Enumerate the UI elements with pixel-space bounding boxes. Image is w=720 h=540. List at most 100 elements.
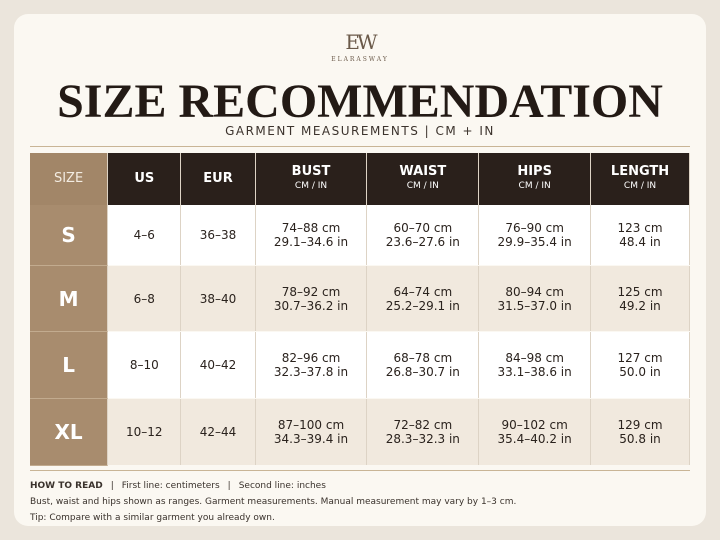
separator: |: [110, 481, 114, 491]
cell-line: 28.3–32.3 in: [385, 432, 460, 446]
cell-line: 64–74 cm: [393, 284, 453, 299]
cell-line: 84–98 cm: [505, 351, 564, 365]
table-cell: 84–98 cm 33.1–38.6 in: [479, 332, 592, 398]
column-unit: CM / IN: [623, 181, 657, 191]
table-cell: 125 cm 49.2 in: [591, 266, 690, 331]
size-table: SIZE US EUR BUST CM / IN WAIST CM / IN HIPS CM /…: [30, 153, 690, 466]
cell-line: 30.7–36.2 in: [273, 298, 349, 313]
table-row: L 8–10 40–42 82–96 cm 32.3–37.8 in 68–78 cm 26…: [30, 332, 690, 399]
table-cell: 72–82 cm 28.3–32.3 in: [367, 399, 480, 465]
subtitle: GARMENT MEASUREMENTS | CM + IN: [225, 124, 495, 138]
cell-line: 127 cm: [617, 351, 663, 365]
table-cell: 78–92 cm 30.7–36.2 in: [255, 266, 368, 331]
cell-value: XL: [54, 420, 83, 444]
how-to-read: HOW TO READ | First line: centimeters | Seco…: [30, 478, 516, 494]
table-cell: 90–102 cm 35.4–40.2 in: [479, 399, 592, 465]
cell-line: 25.2–29.1 in: [385, 298, 460, 313]
table-cell: 42–44: [181, 399, 256, 465]
cell-line: 29.1–34.6 in: [273, 235, 349, 249]
table-cell: 87–100 cm 34.3–39.4 in: [255, 399, 368, 465]
cell-line: 33.1–38.6 in: [497, 365, 572, 379]
header-cell: US: [108, 153, 182, 205]
cell-value: 42–44: [199, 425, 237, 439]
cell-value: M: [58, 286, 79, 311]
table-cell: 82–96 cm 32.3–37.8 in: [255, 332, 368, 398]
cell-line: 60–70 cm: [393, 221, 453, 235]
table-cell: 40–42: [181, 332, 256, 398]
cell-line: 68–78 cm: [393, 351, 453, 365]
cell-line: 31.5–37.0 in: [497, 298, 572, 313]
column-label: EUR: [203, 171, 233, 186]
cell-line: 72–82 cm: [393, 418, 453, 432]
cell-line: 76–90 cm: [505, 221, 564, 235]
table-row: XL 10–12 42–44 87–100 cm 34.3–39.4 in 72–82 c…: [30, 399, 690, 466]
cell-line: 50.0 in: [619, 365, 661, 379]
table-cell: 6–8: [108, 266, 182, 331]
header-cell: EUR: [181, 153, 256, 205]
table-cell: S: [30, 205, 109, 266]
cell-line: 129 cm: [617, 418, 663, 432]
footer: HOW TO READ | First line: centimeters | Seco…: [30, 478, 516, 526]
table-cell: 76–90 cm 29.9–35.4 in: [479, 205, 592, 265]
cell-value: 10–12: [126, 425, 163, 439]
table-cell: 123 cm 48.4 in: [591, 205, 690, 265]
cell-line: 123 cm: [617, 221, 663, 235]
cell-line: 125 cm: [617, 284, 663, 299]
column-label: US: [134, 171, 155, 186]
cell-line: 26.8–30.7 in: [385, 365, 460, 379]
header-cell: BUST CM / IN: [255, 153, 368, 205]
monogram: EW: [345, 30, 377, 54]
cell-value: 6–8: [133, 291, 155, 306]
title: SIZE RECOMMENDATION: [57, 75, 663, 128]
rule: [30, 146, 690, 147]
table-cell: 80–94 cm 31.5–37.0 in: [479, 266, 592, 331]
cell-line: 49.2 in: [619, 298, 661, 313]
cell-value: 36–38: [199, 228, 237, 242]
cell-line: 32.3–37.8 in: [273, 365, 349, 379]
how-label: HOW TO READ: [30, 481, 103, 491]
cell-value: 8–10: [129, 358, 159, 372]
column-unit: CM / IN: [294, 181, 328, 191]
note: Bust, waist and hips shown as ranges. Ga…: [30, 497, 517, 507]
cell-line: 90–102 cm: [501, 418, 568, 432]
column-unit: CM / IN: [406, 181, 439, 191]
header-cell: HIPS CM / IN: [479, 153, 592, 205]
cell-line: 34.3–39.4 in: [273, 432, 349, 446]
cell-line: 87–100 cm: [277, 418, 345, 432]
cell-line: 29.9–35.4 in: [497, 235, 572, 249]
table-cell: 38–40: [181, 266, 256, 331]
cell-value: 38–40: [199, 291, 237, 306]
table-cell: 10–12: [108, 399, 182, 465]
table-cell: L: [30, 332, 109, 399]
cell-line: 80–94 cm: [505, 284, 564, 299]
table-cell: M: [30, 266, 109, 332]
cell-value: S: [61, 223, 76, 247]
note: Tip: Compare with a similar garment you …: [30, 513, 275, 523]
cell-line: 78–92 cm: [281, 284, 341, 299]
table-cell: 60–70 cm 23.6–27.6 in: [367, 205, 480, 265]
brand: ELARASWAY: [331, 56, 389, 63]
table-cell: 4–6: [108, 205, 182, 265]
cell-line: 23.6–27.6 in: [385, 235, 460, 249]
table-cell: 8–10: [108, 332, 182, 398]
column-unit: CM / IN: [518, 181, 551, 191]
table-cell: 68–78 cm 26.8–30.7 in: [367, 332, 480, 398]
how-item: Second line: inches: [238, 481, 326, 491]
table-cell: XL: [30, 399, 109, 466]
rule: [30, 470, 690, 471]
column-label: WAIST: [399, 164, 447, 179]
cell-line: 48.4 in: [619, 235, 661, 249]
cell-line: 35.4–40.2 in: [497, 432, 572, 446]
cell-value: L: [62, 353, 75, 377]
header-cell: SIZE: [30, 153, 109, 205]
table-cell: 127 cm 50.0 in: [591, 332, 690, 398]
header-cell: LENGTH CM / IN: [591, 153, 690, 205]
cell-value: 40–42: [199, 358, 237, 372]
how-item: First line: centimeters: [121, 481, 220, 491]
column-label: SIZE: [53, 171, 84, 186]
separator: |: [227, 481, 231, 491]
column-label: LENGTH: [610, 164, 670, 179]
header-row: SIZE US EUR BUST CM / IN WAIST CM / IN HIPS CM /…: [30, 153, 690, 205]
table-row: S 4–6 36–38 74–88 cm 29.1–34.6 in 60–70 cm 23.…: [30, 205, 690, 266]
